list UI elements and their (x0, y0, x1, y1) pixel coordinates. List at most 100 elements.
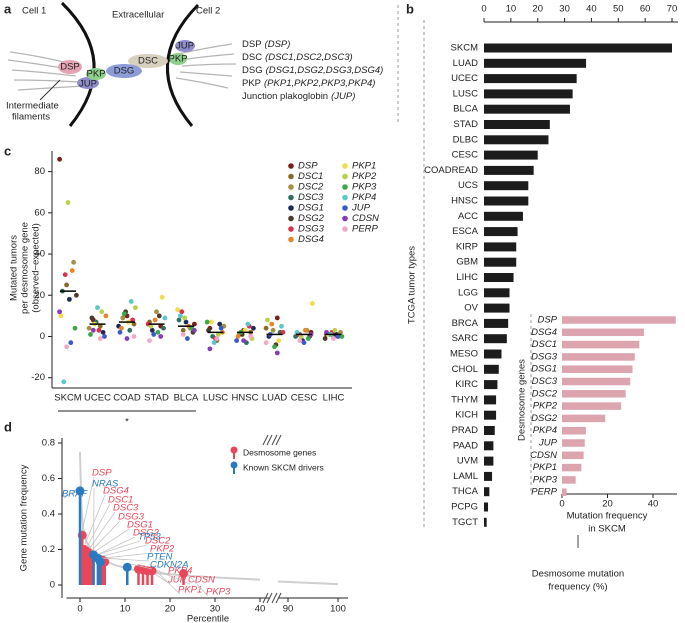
leader-line (97, 540, 141, 555)
dot (245, 321, 251, 327)
cell-label: Extracellular (112, 10, 164, 21)
dot (159, 294, 165, 300)
bar (484, 288, 510, 298)
dot (96, 327, 102, 333)
dot (335, 334, 341, 339)
bar (562, 451, 584, 460)
gene-label: JUP (167, 575, 187, 586)
x-tick-label: 10 (120, 604, 131, 615)
bar (562, 340, 640, 349)
protein (77, 77, 99, 89)
legend-label: PKP3 (352, 182, 377, 193)
dot (322, 336, 328, 341)
dot (324, 329, 329, 335)
x-axis-label: Percentile (187, 614, 229, 623)
category-label: PCPG (451, 502, 478, 513)
dot (298, 334, 304, 339)
category-label: PKP3 (533, 474, 558, 485)
dot (263, 325, 269, 331)
leader-line (93, 528, 130, 553)
category-label: PKP1 (533, 462, 557, 473)
cell-label: Cell 1 (22, 6, 46, 17)
x-tick-label: 10 (506, 4, 517, 15)
legend-marker (288, 184, 294, 190)
category-label: MESO (450, 349, 478, 360)
legend-label: PERP (352, 224, 379, 235)
x-tick-label: 100 (330, 604, 346, 615)
dot (155, 329, 161, 335)
dot (310, 301, 315, 306)
leader-line (86, 503, 111, 548)
dot (127, 327, 133, 333)
dot (218, 325, 224, 331)
dot (215, 332, 221, 337)
legend-marker (342, 205, 348, 211)
dot (151, 332, 157, 337)
legend-marker (342, 184, 348, 190)
category-label: DSC2 (532, 388, 558, 399)
gene-label: BRAF (62, 489, 89, 500)
legend-label: DSG2 (298, 213, 325, 224)
dot (148, 323, 154, 329)
axis-break (271, 592, 278, 604)
gene-label: DSG1 (127, 520, 153, 531)
legend-label: DSC2 (298, 182, 324, 193)
bar (562, 365, 633, 373)
dot (97, 323, 103, 329)
category-label: CHOL (452, 364, 478, 375)
annotation: * (125, 417, 129, 428)
legend-entry: DSG (DSG1,DSG2,DSG3,DSG4) (242, 65, 383, 76)
category-label: PAAD (453, 440, 478, 451)
x-axis-label: in SKCM (588, 524, 626, 535)
x-tick-label: SKCM (54, 393, 82, 404)
legend-marker (342, 194, 348, 201)
bar (484, 227, 518, 237)
dot (303, 327, 308, 333)
bar (562, 328, 644, 337)
category-label: THCA (452, 486, 479, 497)
legend-label: DSP (298, 161, 318, 172)
dot (128, 299, 134, 304)
category-label: ESCA (452, 226, 479, 237)
category-label: KICH (455, 410, 478, 421)
dot (263, 340, 269, 346)
legend-label: PKP4 (352, 192, 376, 203)
leader-line (90, 520, 121, 552)
x-tick-label: 40 (648, 499, 659, 510)
gene-label: TP53 (138, 532, 161, 543)
legend-label: DSC3 (298, 192, 324, 203)
panel-label: c (4, 143, 11, 158)
bar (484, 395, 497, 405)
dot (89, 315, 95, 321)
dot (280, 329, 286, 335)
gene-label: PKP2 (150, 544, 175, 555)
y-axis-label: Desmosome genes (517, 359, 528, 441)
category-label: PERP (531, 487, 558, 498)
bar (562, 426, 586, 435)
legend-marker (342, 163, 348, 169)
dot (206, 327, 211, 333)
dot (102, 334, 107, 339)
protein (175, 40, 195, 52)
frequency-curve (79, 451, 339, 586)
dot (183, 319, 189, 325)
y-tick-label: 0.6 (42, 473, 55, 484)
category-label: DSC1 (532, 339, 557, 350)
lollipop-head (122, 562, 132, 572)
bar (484, 257, 517, 267)
x-axis-label: Desmosome mutation (532, 569, 624, 580)
category-label: DLBC (453, 134, 478, 145)
dot (90, 327, 96, 333)
gene-label: PKP3 (206, 587, 231, 598)
bar (484, 380, 498, 390)
protein (58, 60, 82, 74)
x-tick-label: COAD (113, 393, 141, 404)
y-tick-label: -20 (31, 372, 45, 383)
dot (178, 313, 183, 319)
dot (274, 350, 280, 356)
dot (272, 344, 277, 350)
dot (131, 321, 137, 327)
dot (179, 309, 185, 315)
